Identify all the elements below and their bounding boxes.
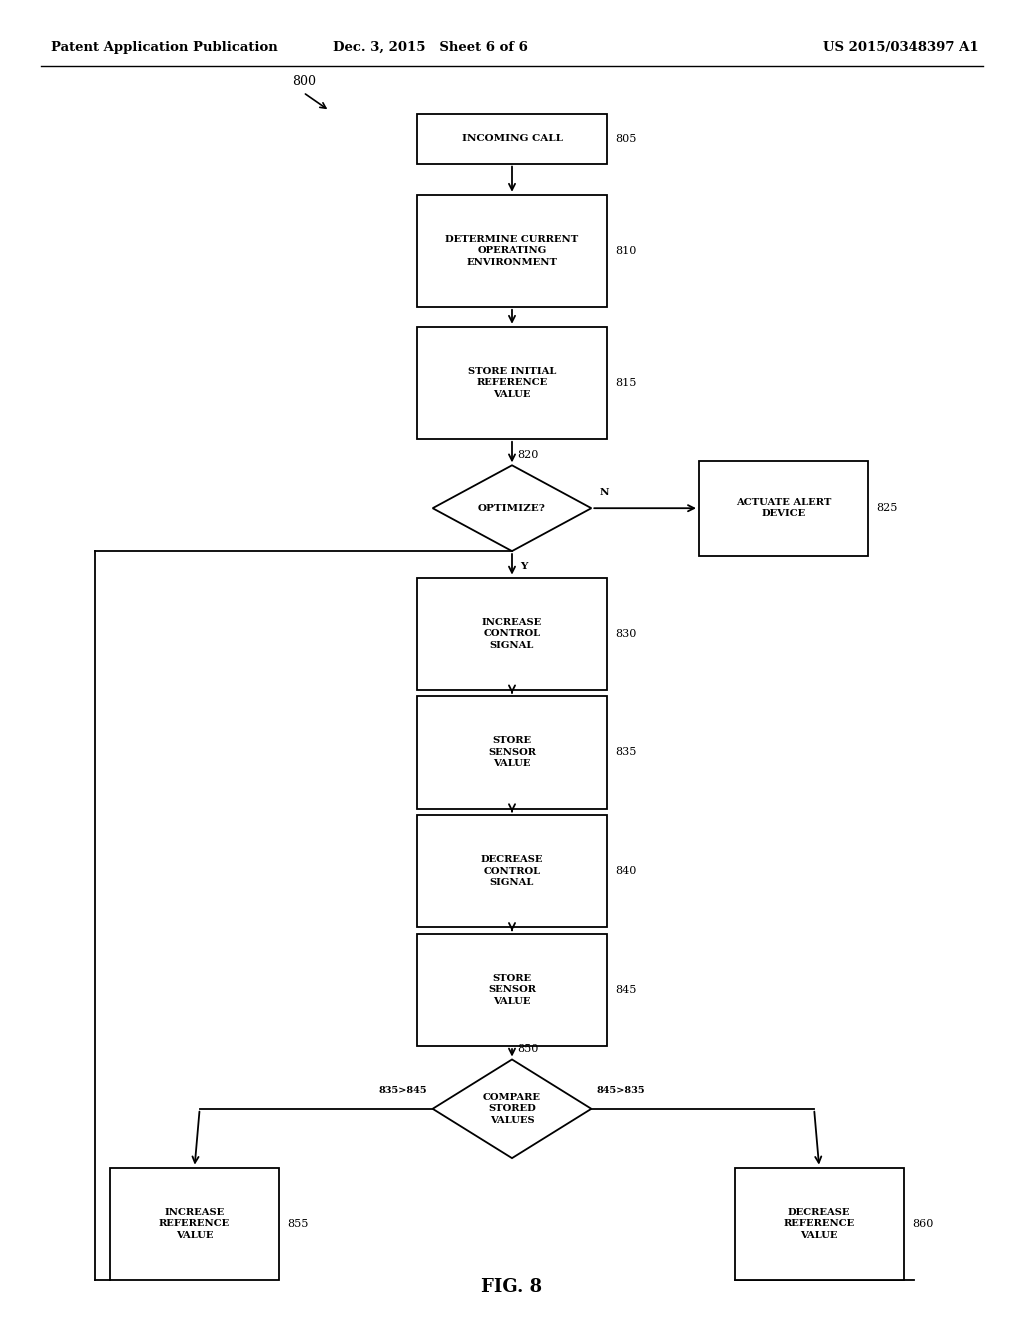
Text: 860: 860 xyxy=(912,1218,933,1229)
Text: DECREASE
CONTROL
SIGNAL: DECREASE CONTROL SIGNAL xyxy=(480,855,544,887)
Text: INCREASE
CONTROL
SIGNAL: INCREASE CONTROL SIGNAL xyxy=(482,618,542,649)
Text: 840: 840 xyxy=(614,866,636,876)
Text: Patent Application Publication: Patent Application Publication xyxy=(51,41,278,54)
Text: 830: 830 xyxy=(614,628,636,639)
Text: FIG. 8: FIG. 8 xyxy=(481,1278,543,1296)
FancyBboxPatch shape xyxy=(418,697,606,808)
Polygon shape xyxy=(432,1060,592,1158)
Text: 845: 845 xyxy=(614,985,636,995)
Text: N: N xyxy=(600,488,609,496)
FancyBboxPatch shape xyxy=(418,195,606,306)
Text: 835: 835 xyxy=(614,747,636,758)
FancyBboxPatch shape xyxy=(418,578,606,689)
Text: Y: Y xyxy=(520,562,527,570)
Text: 850: 850 xyxy=(517,1044,539,1055)
FancyBboxPatch shape xyxy=(735,1168,904,1280)
Text: DECREASE
REFERENCE
VALUE: DECREASE REFERENCE VALUE xyxy=(783,1208,855,1239)
Text: DETERMINE CURRENT
OPERATING
ENVIRONMENT: DETERMINE CURRENT OPERATING ENVIRONMENT xyxy=(445,235,579,267)
Text: COMPARE
STORED
VALUES: COMPARE STORED VALUES xyxy=(483,1093,541,1125)
Text: STORE INITIAL
REFERENCE
VALUE: STORE INITIAL REFERENCE VALUE xyxy=(468,367,556,399)
Text: STORE
SENSOR
VALUE: STORE SENSOR VALUE xyxy=(488,737,536,768)
Text: 820: 820 xyxy=(517,450,539,461)
Text: INCREASE
REFERENCE
VALUE: INCREASE REFERENCE VALUE xyxy=(159,1208,230,1239)
Text: OPTIMIZE?: OPTIMIZE? xyxy=(478,504,546,512)
FancyBboxPatch shape xyxy=(418,114,606,164)
Text: 855: 855 xyxy=(287,1218,308,1229)
Text: 810: 810 xyxy=(614,246,636,256)
Text: 805: 805 xyxy=(614,133,636,144)
Text: Dec. 3, 2015   Sheet 6 of 6: Dec. 3, 2015 Sheet 6 of 6 xyxy=(333,41,527,54)
FancyBboxPatch shape xyxy=(698,461,868,556)
FancyBboxPatch shape xyxy=(418,935,606,1045)
Text: 825: 825 xyxy=(877,503,897,513)
Text: 815: 815 xyxy=(614,378,636,388)
FancyBboxPatch shape xyxy=(418,814,606,927)
FancyBboxPatch shape xyxy=(111,1168,279,1280)
Text: 800: 800 xyxy=(292,75,315,88)
Polygon shape xyxy=(432,466,592,552)
FancyBboxPatch shape xyxy=(418,327,606,438)
Text: INCOMING CALL: INCOMING CALL xyxy=(462,135,562,143)
Text: STORE
SENSOR
VALUE: STORE SENSOR VALUE xyxy=(488,974,536,1006)
Text: US 2015/0348397 A1: US 2015/0348397 A1 xyxy=(823,41,979,54)
Text: ACTUATE ALERT
DEVICE: ACTUATE ALERT DEVICE xyxy=(735,498,831,519)
Text: 835>845: 835>845 xyxy=(379,1086,428,1094)
Text: 845>835: 845>835 xyxy=(596,1086,645,1094)
